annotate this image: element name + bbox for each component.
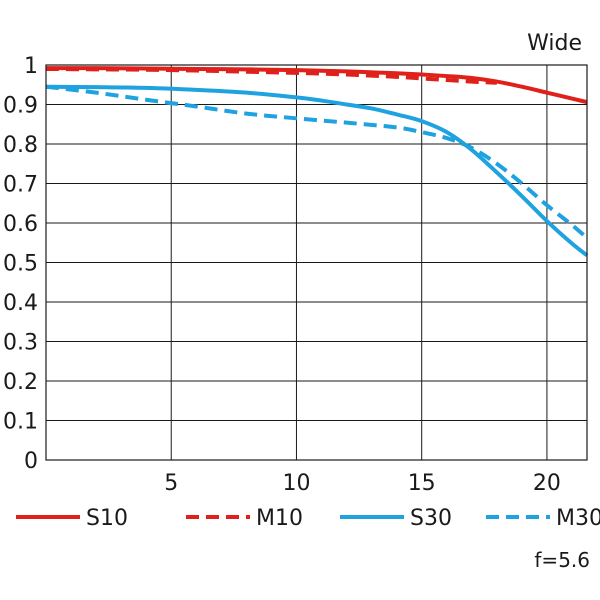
series-line-m10 (45, 66, 497, 85)
x-axis-ticks: 5 10 15 20 (164, 471, 561, 496)
series-lines (45, 66, 589, 257)
y-tick-label: 0.8 (3, 133, 38, 158)
y-tick-label: 0.4 (3, 291, 38, 316)
x-tick-label: 5 (164, 471, 178, 496)
y-tick-label: 1 (24, 54, 38, 79)
y-tick-label: 0.2 (3, 370, 38, 395)
y-tick-label: 0.5 (3, 252, 38, 277)
legend-label-s30: S30 (410, 506, 452, 531)
x-tick-label: 10 (282, 471, 310, 496)
y-tick-label: 0.6 (3, 212, 38, 237)
x-tick-label: 20 (533, 471, 561, 496)
legend: S10 M10 S30 M30 (16, 506, 600, 531)
y-tick-label: 0.9 (3, 94, 38, 119)
y-tick-label: 0 (24, 449, 38, 474)
chart-title: Wide (527, 31, 582, 56)
series-line-m30 (45, 84, 589, 240)
plot-frame (45, 64, 588, 461)
legend-label-m30: M30 (556, 506, 600, 531)
grid (46, 64, 587, 461)
legend-label-s10: S10 (86, 506, 128, 531)
series-line-s30 (45, 84, 589, 257)
y-tick-label: 0.7 (3, 173, 38, 198)
y-tick-label: 0.3 (3, 331, 38, 356)
y-axis-ticks: 0 0.1 0.2 0.3 0.4 0.5 0.6 0.7 0.8 0.9 1 (3, 54, 38, 474)
aperture-note: f=5.6 (534, 548, 590, 572)
y-tick-label: 0.1 (3, 410, 38, 435)
legend-label-m10: M10 (256, 506, 303, 531)
x-tick-label: 15 (408, 471, 436, 496)
